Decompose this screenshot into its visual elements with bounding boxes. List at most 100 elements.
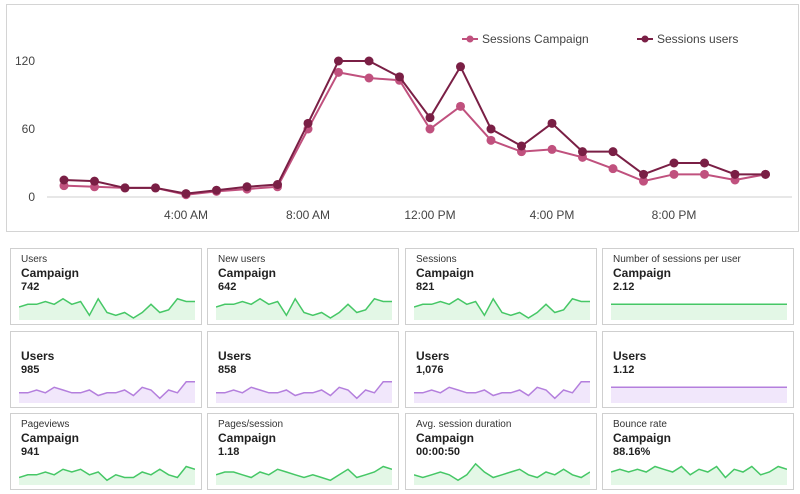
sparkline-line xyxy=(414,462,590,482)
card-value: 00:00:50 xyxy=(416,446,461,458)
x-tick-label: 4:00 PM xyxy=(530,208,575,222)
x-tick-label: 8:00 AM xyxy=(286,208,330,222)
metric-card[interactable]: Sessions Campaign 821 xyxy=(405,248,597,325)
sparkline-chart xyxy=(19,465,195,485)
sparkline-area xyxy=(216,381,392,403)
data-point[interactable] xyxy=(364,73,374,83)
data-point[interactable] xyxy=(669,169,679,179)
data-point[interactable] xyxy=(456,62,465,72)
metric-card[interactable]: Bounce rate Campaign 88.16% xyxy=(602,413,794,490)
card-segment-label: Users xyxy=(21,349,55,363)
y-tick-label: 60 xyxy=(22,122,36,136)
data-point[interactable] xyxy=(578,147,587,157)
card-value: 1,076 xyxy=(416,364,444,376)
data-point[interactable] xyxy=(334,56,343,66)
metric-card[interactable]: Avg. session duration Campaign 00:00:50 xyxy=(405,413,597,490)
data-point[interactable] xyxy=(59,175,69,185)
legend-item[interactable]: Sessions users xyxy=(637,32,738,46)
card-metric-label: Avg. session duration xyxy=(416,419,512,430)
data-point[interactable] xyxy=(395,72,404,82)
sparkline-chart xyxy=(611,465,787,485)
card-metric-label: Number of sessions per user xyxy=(613,254,741,265)
legend-marker-icon xyxy=(466,35,474,43)
legend-marker-icon xyxy=(641,35,649,43)
card-metric-label: Users xyxy=(21,254,48,265)
metric-card[interactable]: Users Campaign 742 xyxy=(10,248,202,325)
data-point[interactable] xyxy=(486,135,496,145)
data-point[interactable] xyxy=(608,164,618,174)
sparkline-area xyxy=(216,466,392,485)
card-metric-label: New users xyxy=(218,254,266,265)
metric-card[interactable]: Users 985 xyxy=(10,331,202,408)
card-metric-label: Pages/session xyxy=(218,419,284,430)
data-point[interactable] xyxy=(730,169,740,179)
data-point[interactable] xyxy=(608,147,618,157)
data-point[interactable] xyxy=(273,180,282,190)
data-point[interactable] xyxy=(425,124,435,134)
data-point[interactable] xyxy=(547,144,557,154)
sparkline-line xyxy=(414,297,590,319)
card-value: 941 xyxy=(21,446,40,458)
sparkline-line xyxy=(19,297,195,319)
sparkline-chart xyxy=(611,303,787,320)
sparkline-chart xyxy=(216,381,392,403)
data-point[interactable] xyxy=(700,158,709,168)
card-value: 985 xyxy=(21,364,40,376)
data-point[interactable] xyxy=(181,189,191,199)
data-point[interactable] xyxy=(120,183,130,193)
metric-card[interactable]: New users Campaign 642 xyxy=(207,248,399,325)
data-point[interactable] xyxy=(700,169,709,179)
data-point[interactable] xyxy=(90,176,99,186)
metric-card[interactable]: Users 858 xyxy=(207,331,399,408)
data-point[interactable] xyxy=(456,101,465,111)
data-point[interactable] xyxy=(639,169,648,179)
y-tick-label: 0 xyxy=(28,190,35,204)
legend-item[interactable]: Sessions Campaign xyxy=(462,32,589,46)
metric-card[interactable]: Pages/session Campaign 1.18 xyxy=(207,413,399,490)
card-value: 1.12 xyxy=(613,364,635,376)
data-point[interactable] xyxy=(639,176,648,186)
card-segment-label: Campaign xyxy=(613,431,672,445)
data-point[interactable] xyxy=(761,169,770,179)
series-line-sessions-campaign xyxy=(63,71,766,196)
data-point[interactable] xyxy=(517,141,526,151)
sparkline-area xyxy=(414,381,590,403)
card-value: 2.12 xyxy=(613,281,635,293)
sparkline-area xyxy=(611,387,787,403)
card-segment-label: Campaign xyxy=(613,266,672,280)
metric-card[interactable]: Pageviews Campaign 941 xyxy=(10,413,202,490)
card-value: 858 xyxy=(218,364,237,376)
data-point[interactable] xyxy=(303,118,313,128)
card-metric-label: Pageviews xyxy=(21,419,70,430)
card-value: 642 xyxy=(218,281,237,293)
data-point[interactable] xyxy=(334,67,343,77)
sparkline-line xyxy=(216,465,392,482)
data-point[interactable] xyxy=(486,124,496,134)
sparkline-chart xyxy=(414,462,590,485)
data-point[interactable] xyxy=(364,56,374,66)
sparkline-chart xyxy=(414,381,590,403)
x-tick-label: 12:00 PM xyxy=(404,208,455,222)
sparkline-line xyxy=(19,381,195,400)
data-point[interactable] xyxy=(212,185,221,195)
data-point[interactable] xyxy=(242,182,252,192)
metric-card[interactable]: Users 1.12 xyxy=(602,331,794,408)
card-value: 821 xyxy=(416,281,435,293)
card-metric-label: Bounce rate xyxy=(613,419,667,430)
card-value: 88.16% xyxy=(613,446,651,458)
card-metric-label: Sessions xyxy=(416,254,457,265)
sessions-chart-svg: 0 60 120 4:00 AM 8:00 AM 12:00 PM 4:00 PM 8:00 … xyxy=(15,32,792,222)
metric-card[interactable]: Users 1,076 xyxy=(405,331,597,408)
data-point[interactable] xyxy=(425,113,435,123)
card-segment-label: Campaign xyxy=(416,431,475,445)
sparkline-chart xyxy=(19,381,195,403)
card-segment-label: Users xyxy=(218,349,252,363)
sparkline-area xyxy=(19,466,195,485)
data-point[interactable] xyxy=(547,118,557,128)
legend-label: Sessions users xyxy=(657,32,738,46)
data-point[interactable] xyxy=(151,183,160,193)
sparkline-area xyxy=(19,298,195,320)
metric-card[interactable]: Number of sessions per user Campaign 2.12 xyxy=(602,248,794,325)
data-point[interactable] xyxy=(669,158,679,168)
sparkline-area xyxy=(611,466,787,485)
